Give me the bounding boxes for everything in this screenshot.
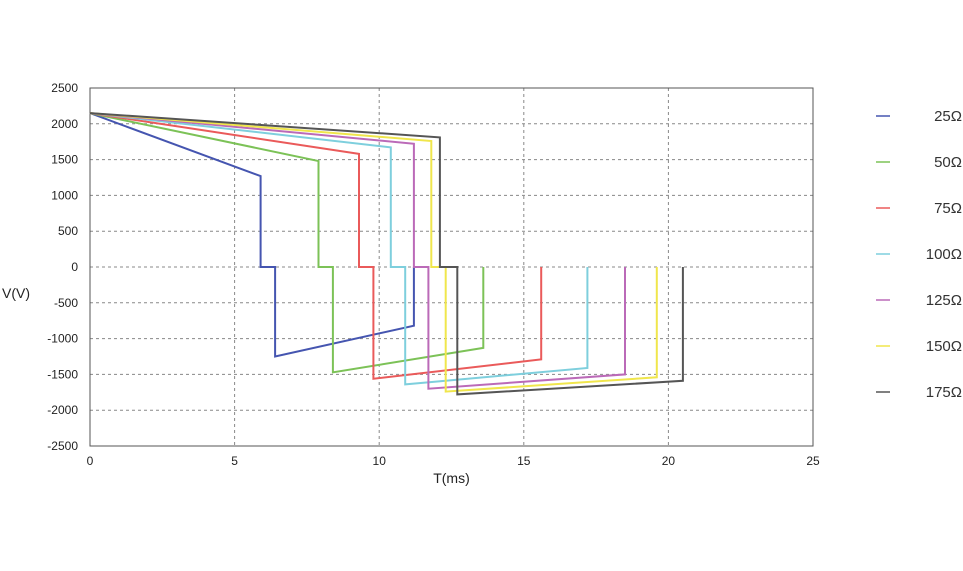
y-tick-label: 1500: [51, 153, 78, 167]
legend-label: 50Ω: [934, 154, 962, 171]
series-line: [89, 112, 543, 380]
x-tick-label: 20: [662, 454, 676, 468]
y-tick-label: 2000: [51, 117, 78, 131]
y-tick-label: -2000: [47, 403, 78, 417]
y-tick-label: 1000: [51, 188, 78, 202]
y-tick-label: -500: [54, 296, 78, 310]
legend-label: 125Ω: [926, 292, 962, 309]
legend-label: 75Ω: [934, 200, 962, 217]
y-tick-label: -1000: [47, 332, 78, 346]
x-tick-label: 25: [806, 454, 820, 468]
x-tick-label: 0: [87, 454, 94, 468]
y-tick-label: 0: [71, 260, 78, 274]
x-axis-label: T(ms): [433, 470, 470, 486]
series-line: [89, 112, 684, 396]
y-tick-label: 500: [58, 224, 78, 238]
x-tick-label: 15: [517, 454, 531, 468]
legend: 25Ω 50Ω 75Ω 100Ω 125Ω 150Ω 175Ω: [876, 108, 962, 401]
series-line: [89, 112, 626, 390]
legend-label: 100Ω: [926, 246, 962, 263]
plot-area: [89, 87, 814, 447]
legend-label: 25Ω: [934, 108, 962, 125]
legend-label: 175Ω: [926, 384, 962, 401]
y-axis-label: V(V): [2, 285, 30, 301]
x-tick-label: 5: [231, 454, 238, 468]
x-tick-labels: 0 5 10 15 20 25: [87, 454, 820, 468]
y-tick-label: -2500: [47, 439, 78, 453]
series-line: [89, 112, 589, 386]
series-line: [89, 112, 485, 374]
y-tick-labels: 2500 2000 1500 1000 500 0 -500 -1000 -1500 -2000 -…: [47, 81, 78, 453]
series-line: [89, 112, 415, 358]
y-tick-label: -1500: [47, 367, 78, 381]
x-tick-label: 10: [373, 454, 387, 468]
y-tick-label: 2500: [51, 81, 78, 95]
legend-label: 150Ω: [926, 338, 962, 355]
series-layer: [89, 112, 684, 396]
